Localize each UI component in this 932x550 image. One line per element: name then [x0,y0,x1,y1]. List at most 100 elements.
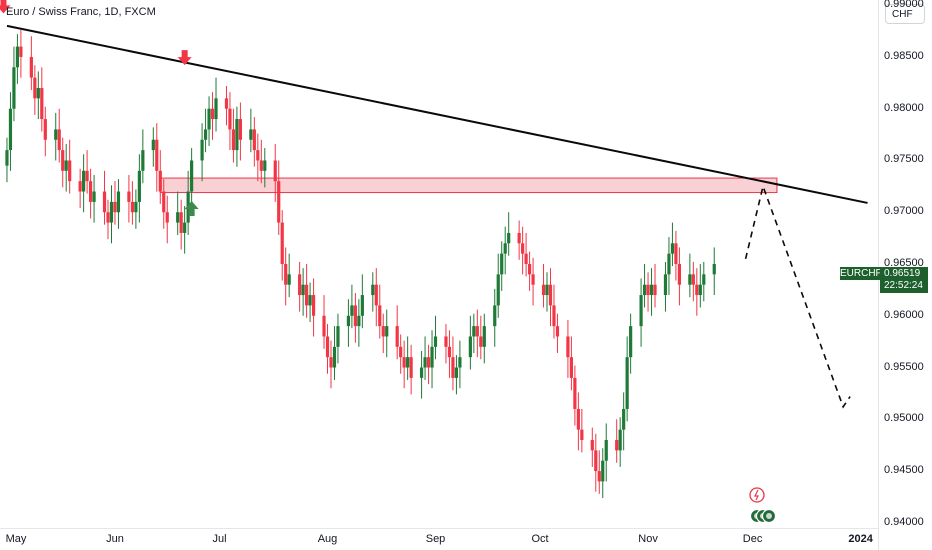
candle-body [40,88,44,120]
candle [308,282,312,322]
arrow-down-icon [0,0,11,14]
candle-body [625,357,629,409]
candle-body [256,150,260,161]
projection-layer [744,183,851,409]
candle [548,268,553,327]
price-tick-label: 0.94500 [884,464,924,477]
candle-body [639,295,643,327]
candle [695,268,699,316]
candle-body [479,336,483,347]
candle-body [137,170,141,202]
candle [646,272,650,312]
candle [210,92,215,140]
candle [639,278,643,347]
candle [134,189,138,229]
candle [472,313,476,354]
candle-body [594,450,598,472]
currency-button[interactable]: CHF [885,4,925,24]
candle [576,392,580,451]
candle [130,181,134,225]
price-tick-label: 0.98000 [884,101,924,114]
candle [137,154,141,223]
candle [653,264,657,308]
candle [179,199,183,250]
candle [141,129,145,184]
candle-body [406,357,410,368]
candle-body [12,67,16,109]
candle-body [336,326,340,347]
candle [298,261,302,312]
candle-body [259,160,263,171]
candle-body [203,129,208,140]
candle [527,251,532,291]
candle-body [210,108,215,120]
candle-body [78,181,82,192]
candle-body [252,129,256,151]
candle-body [102,191,107,213]
candle-body [207,108,211,130]
candle-body [231,129,236,151]
candle [102,170,107,225]
candle [40,67,44,132]
candle-body [698,284,702,296]
candle [552,284,556,339]
candle-body [287,274,291,285]
candle [273,143,277,202]
candle-body [503,243,507,254]
candle-body [155,139,159,171]
candle [399,334,403,374]
price-tick-label: 0.98500 [884,49,924,62]
candle [346,299,351,347]
candle [305,264,309,318]
candle-body [541,284,546,296]
candle-body [190,160,194,192]
time-tick-label: Oct [531,533,549,545]
candle-body [308,295,312,306]
time-axis-separator [0,528,878,529]
candle [381,313,385,354]
candle [378,284,382,339]
candle-body [426,357,431,368]
candle-body [360,295,364,316]
candle [670,222,675,267]
candle-body [200,139,204,161]
price-tick-label: 0.94000 [884,515,924,528]
candle [224,85,229,126]
candle-body [151,139,155,151]
candle [109,185,114,244]
price-tick-label: 0.96000 [884,308,924,321]
trendline-layer [6,24,868,204]
candle [284,247,288,306]
candle [496,253,500,318]
candle-body [228,108,232,130]
candle [604,423,608,482]
candle-body [298,274,302,296]
candle [594,433,598,492]
candle [54,112,58,161]
candle-body [482,326,486,347]
candle [426,344,431,385]
price-tick-label: 0.95500 [884,360,924,373]
candle [259,139,263,184]
candle [545,272,549,312]
candle-body [524,253,528,264]
candle [691,261,695,302]
candle-body [92,191,96,202]
arrow-down-icon [177,50,192,66]
arrows-layer [0,0,199,216]
price-tick-label: 0.97500 [884,153,924,166]
candle-body [573,377,577,409]
candle [493,288,497,347]
time-tick-label: May [5,533,27,545]
candle-body [378,305,382,327]
candle-body [85,170,89,182]
candle-body [472,326,476,337]
candle [569,336,573,391]
last-price-label: 0.96519 22:52:24 [880,267,928,293]
candle [395,305,399,360]
candle [252,116,256,167]
candle [85,150,89,194]
candle [36,71,40,120]
price-tick-label: 0.99000 [884,0,924,11]
